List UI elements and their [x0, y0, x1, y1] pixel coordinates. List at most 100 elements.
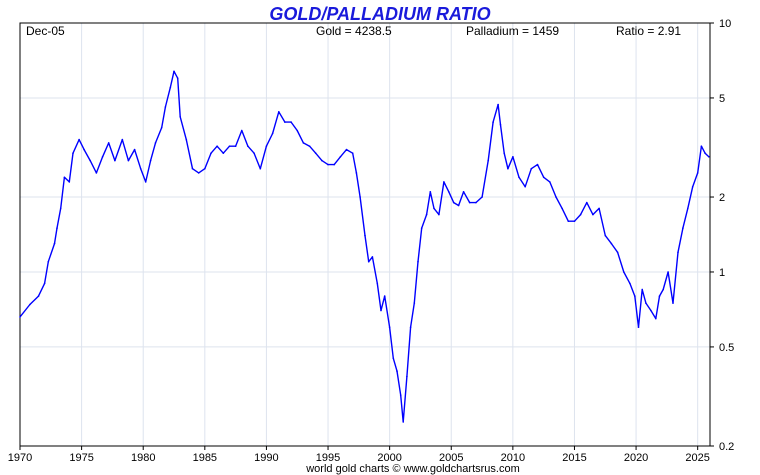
- data-point: [247, 145, 249, 147]
- series-line-ratio: [19, 70, 710, 423]
- data-point: [475, 201, 477, 204]
- data-point: [409, 326, 412, 329]
- data-point: [492, 121, 494, 123]
- data-point: [56, 227, 58, 229]
- data-point: [468, 201, 471, 204]
- data-point: [425, 213, 428, 216]
- data-point: [197, 172, 200, 174]
- data-point: [448, 191, 450, 193]
- data-point: [204, 167, 206, 170]
- data-point: [253, 152, 255, 154]
- data-point: [507, 167, 509, 170]
- data-point: [173, 70, 175, 73]
- y-tick-label: 0.2: [719, 441, 734, 453]
- data-point: [413, 302, 416, 304]
- data-point: [637, 326, 640, 329]
- data-point: [278, 111, 280, 113]
- data-point: [555, 196, 557, 198]
- data-point: [321, 159, 323, 162]
- data-point: [68, 181, 71, 183]
- data-point: [139, 167, 142, 170]
- data-point: [359, 196, 361, 198]
- data-point: [399, 394, 402, 397]
- data-point: [302, 142, 305, 144]
- data-point: [392, 357, 395, 360]
- data-point: [355, 172, 358, 174]
- header-gold: Gold = 4238.5: [316, 24, 392, 38]
- data-point: [19, 316, 21, 318]
- data-point: [655, 317, 657, 320]
- data-point: [629, 282, 631, 285]
- data-point: [271, 132, 274, 135]
- data-point: [481, 196, 483, 198]
- data-point: [672, 302, 674, 304]
- data-point: [616, 251, 619, 254]
- data-point: [586, 201, 588, 204]
- data-point: [420, 227, 423, 229]
- data-point: [704, 152, 706, 154]
- data-point: [176, 77, 179, 79]
- data-point: [333, 163, 336, 166]
- data-point: [530, 167, 533, 170]
- data-point: [573, 220, 576, 222]
- data-point: [604, 234, 607, 237]
- header-palladium: Palladium = 1459: [466, 24, 559, 38]
- y-axis: 10 5 2 1 0.5 0.2: [710, 18, 734, 453]
- data-point: [43, 282, 46, 285]
- data-point: [169, 86, 172, 89]
- data-point: [650, 309, 652, 312]
- data-point: [634, 295, 636, 297]
- x-tick-label: 1970: [8, 452, 32, 464]
- x-tick-label: 2020: [624, 452, 648, 464]
- y-tick-label: 5: [719, 93, 725, 105]
- x-tick-label: 1975: [69, 452, 93, 464]
- data-point: [234, 145, 237, 147]
- plot-frame: [19, 22, 711, 447]
- data-point: [72, 152, 74, 154]
- data-point: [512, 156, 514, 158]
- x-tick-label: 1985: [193, 452, 217, 464]
- data-point: [95, 172, 98, 174]
- data-point: [623, 271, 625, 273]
- data-point: [406, 375, 408, 378]
- x-tick-label: 2000: [377, 452, 401, 464]
- data-point: [542, 176, 545, 179]
- data-point: [241, 129, 243, 132]
- data-point: [351, 152, 354, 154]
- data-point: [383, 295, 386, 297]
- data-point: [376, 282, 379, 285]
- data-point: [524, 185, 526, 188]
- data-point: [708, 156, 710, 158]
- data-point: [144, 181, 147, 183]
- footer-credit: world gold charts © www.goldchartsrus.co…: [305, 463, 520, 475]
- data-point: [29, 303, 31, 306]
- header-ratio: Ratio = 2.91: [616, 24, 681, 38]
- data-point: [667, 271, 669, 273]
- data-point: [160, 126, 163, 129]
- data-point: [83, 148, 85, 151]
- data-point: [503, 152, 506, 154]
- data-point: [417, 260, 419, 263]
- data-point: [37, 295, 40, 297]
- data-point: [388, 326, 391, 329]
- data-point: [121, 138, 124, 141]
- data-point: [133, 148, 136, 151]
- data-point: [457, 204, 460, 207]
- data-point: [314, 152, 317, 154]
- data-point: [579, 213, 582, 216]
- data-point: [296, 129, 299, 132]
- data-point: [345, 148, 348, 151]
- data-point: [662, 288, 664, 291]
- data-point: [536, 163, 539, 166]
- chart-title: GOLD/PALLADIUM RATIO: [269, 4, 490, 24]
- data-point: [561, 207, 563, 210]
- data-point: [696, 172, 699, 174]
- data-point: [308, 145, 311, 147]
- data-point: [339, 156, 342, 158]
- data-point: [53, 242, 56, 245]
- data-point: [677, 251, 679, 254]
- y-tick-label: 1: [719, 267, 725, 279]
- x-tick-label: 2005: [439, 452, 463, 464]
- data-point: [179, 116, 181, 118]
